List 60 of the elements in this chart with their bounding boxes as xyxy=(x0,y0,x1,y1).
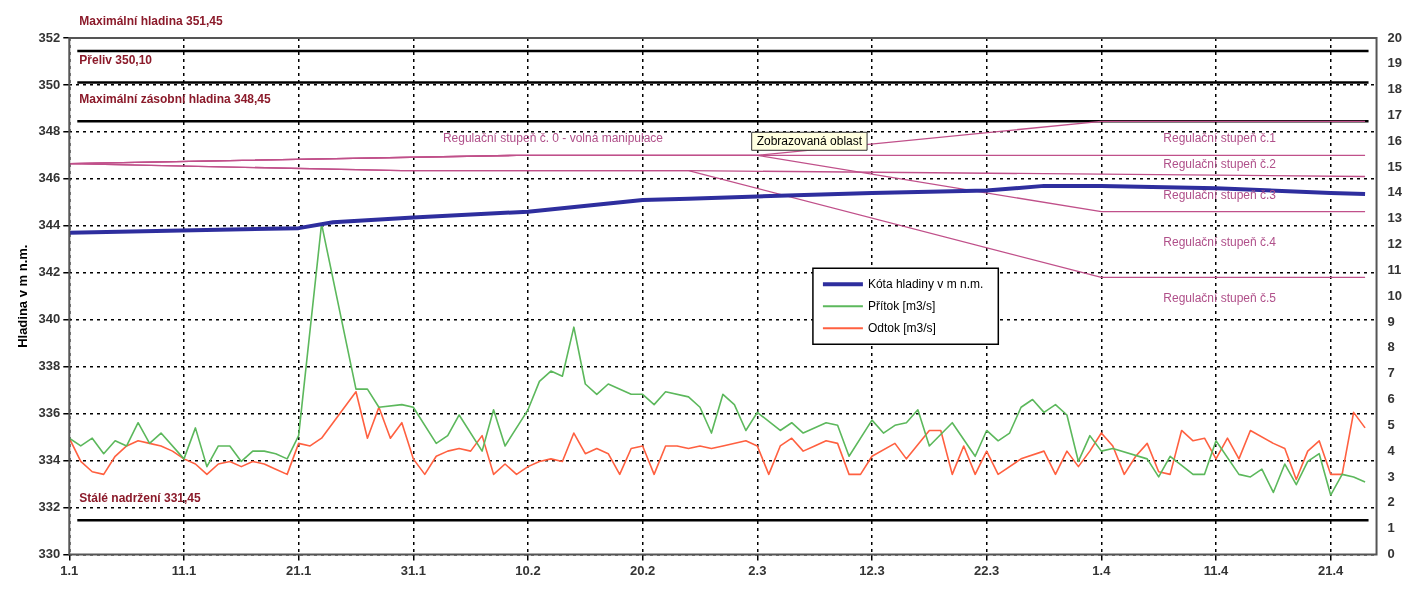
x-tick-label: 21.4 xyxy=(1318,562,1345,578)
y2-tick-label: 14 xyxy=(1387,184,1403,200)
y-axis-title: Hladina v m n.m. xyxy=(15,244,31,348)
x-tick-label: 31.1 xyxy=(400,562,426,578)
x-tick-label: 11.4 xyxy=(1203,562,1230,578)
x-tick-label: 1.1 xyxy=(60,562,79,578)
y2-tick-label: 4 xyxy=(1387,442,1396,458)
y2-tick-label: 16 xyxy=(1387,132,1403,148)
y2-tick-label: 13 xyxy=(1387,210,1403,226)
annotation: Regulační stupeň č. 0 - volná manipulace xyxy=(442,131,664,146)
y2-tick-label: 15 xyxy=(1387,158,1403,174)
x-tick-label: 10.2 xyxy=(515,562,541,578)
x-tick-label: 1.4 xyxy=(1092,562,1112,578)
ref-line-label: Maximální zásobní hladina 348,45 xyxy=(79,91,272,106)
y2-tick-label: 19 xyxy=(1387,55,1403,71)
y2-tick-label: 2 xyxy=(1387,494,1395,510)
legend-label: Kóta hladiny v m n.m. xyxy=(867,276,984,291)
y-tick-label: 350 xyxy=(38,76,61,92)
y-tick-label: 344 xyxy=(38,217,62,233)
x-tick-label: 20.2 xyxy=(629,562,656,578)
y-tick-label: 334 xyxy=(38,452,62,468)
y-tick-label: 330 xyxy=(38,545,61,561)
y2-tick-label: 18 xyxy=(1387,81,1403,97)
y2-tick-label: 10 xyxy=(1387,287,1403,303)
y2-tick-label: 5 xyxy=(1387,416,1395,432)
annotation: Regulační stupeň č.1 xyxy=(1163,131,1277,146)
x-tick-label: 21.1 xyxy=(285,562,312,578)
x-tick-label: 22.3 xyxy=(974,562,1000,578)
y-tick-label: 348 xyxy=(38,123,61,139)
annotation: Regulační stupeň č.5 xyxy=(1163,291,1277,306)
x-tick-label: 2.3 xyxy=(748,562,767,578)
annotation: Zobrazovaná oblast xyxy=(756,133,863,148)
x-tick-label: 12.3 xyxy=(859,562,885,578)
y2-tick-label: 11 xyxy=(1387,261,1402,277)
y2-tick-label: 17 xyxy=(1387,107,1403,123)
ref-line-label: Přeliv 350,10 xyxy=(79,52,153,67)
y2-tick-label: 1 xyxy=(1387,520,1395,536)
legend-label: Odtok [m3/s] xyxy=(867,320,936,335)
y-tick-label: 332 xyxy=(38,499,61,515)
y-tick-label: 346 xyxy=(38,170,61,186)
y2-tick-label: 20 xyxy=(1387,29,1403,45)
legend-label: Přítok [m3/s] xyxy=(867,298,936,313)
ref-line-label: Stálé nadržení 331,45 xyxy=(79,490,202,505)
annotation: Regulační stupeň č.2 xyxy=(1163,156,1277,171)
ref-line-label: Maximální hladina 351,45 xyxy=(79,14,224,29)
y-tick-label: 352 xyxy=(38,29,61,45)
y2-tick-label: 12 xyxy=(1387,236,1403,252)
annotation: Regulační stupeň č.3 xyxy=(1163,187,1277,202)
y2-tick-label: 8 xyxy=(1387,339,1395,355)
y2-tick-label: 9 xyxy=(1387,313,1395,329)
y2-tick-label: 7 xyxy=(1387,365,1395,381)
y-tick-label: 340 xyxy=(38,311,61,327)
y2-tick-label: 0 xyxy=(1387,545,1395,561)
y2-tick-label: 3 xyxy=(1387,468,1395,484)
y-tick-label: 336 xyxy=(38,405,61,421)
annotation: Regulační stupeň č.4 xyxy=(1163,235,1277,250)
y2-tick-label: 6 xyxy=(1387,391,1395,407)
y-tick-label: 338 xyxy=(38,358,61,374)
x-tick-label: 11.1 xyxy=(171,562,197,578)
y-tick-label: 342 xyxy=(38,264,61,280)
